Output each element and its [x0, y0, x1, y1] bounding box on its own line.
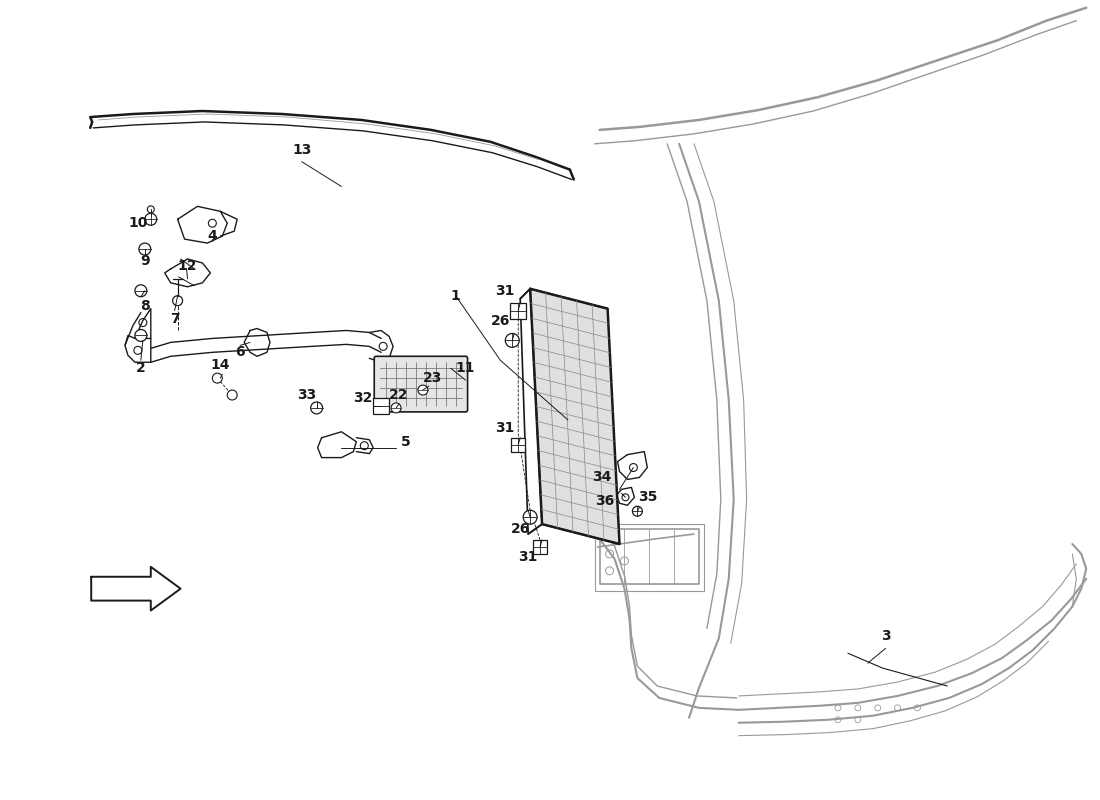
Text: 26: 26: [491, 314, 510, 327]
Text: 2: 2: [136, 362, 145, 375]
Circle shape: [418, 385, 428, 395]
Bar: [510, 302, 526, 318]
Circle shape: [524, 510, 537, 524]
Text: 8: 8: [140, 298, 150, 313]
Text: 35: 35: [638, 490, 657, 504]
Circle shape: [228, 390, 238, 400]
Circle shape: [212, 373, 222, 383]
Text: 31: 31: [496, 421, 515, 435]
Text: 11: 11: [455, 362, 475, 375]
Text: 31: 31: [496, 284, 515, 298]
Circle shape: [147, 206, 154, 213]
Text: 3: 3: [881, 630, 891, 643]
Text: 22: 22: [389, 388, 409, 402]
Text: 10: 10: [129, 216, 147, 230]
Circle shape: [135, 330, 146, 342]
Circle shape: [392, 403, 402, 413]
Text: 12: 12: [178, 259, 197, 273]
Text: 33: 33: [297, 388, 317, 402]
Text: 36: 36: [595, 494, 614, 508]
Text: 26: 26: [510, 522, 530, 536]
Text: 7: 7: [169, 311, 179, 326]
Polygon shape: [530, 289, 619, 544]
Text: 34: 34: [592, 470, 612, 485]
Circle shape: [145, 214, 157, 226]
Text: 14: 14: [210, 358, 230, 372]
Text: 5: 5: [402, 434, 411, 449]
Bar: [373, 398, 389, 414]
Circle shape: [139, 243, 151, 255]
Circle shape: [310, 402, 322, 414]
Text: 32: 32: [353, 391, 373, 405]
Polygon shape: [91, 567, 180, 610]
Text: 1: 1: [451, 289, 461, 302]
Circle shape: [632, 506, 642, 516]
Text: 23: 23: [424, 371, 442, 385]
Text: 9: 9: [140, 254, 150, 268]
Bar: [534, 540, 547, 554]
Text: 31: 31: [518, 550, 538, 564]
Circle shape: [505, 334, 519, 347]
Text: 13: 13: [292, 142, 311, 157]
Circle shape: [135, 285, 146, 297]
Text: 6: 6: [235, 346, 245, 359]
Bar: [512, 438, 525, 452]
FancyBboxPatch shape: [374, 356, 467, 412]
Text: 4: 4: [208, 229, 217, 243]
